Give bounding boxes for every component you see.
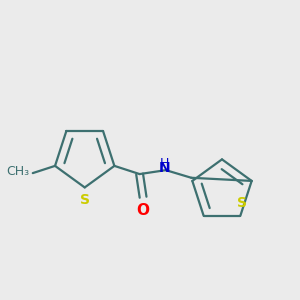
Text: CH₃: CH₃ (7, 165, 30, 178)
Text: S: S (80, 193, 90, 207)
Text: N: N (158, 161, 170, 175)
Text: S: S (237, 196, 247, 210)
Text: O: O (136, 203, 150, 218)
Text: H: H (160, 157, 169, 170)
